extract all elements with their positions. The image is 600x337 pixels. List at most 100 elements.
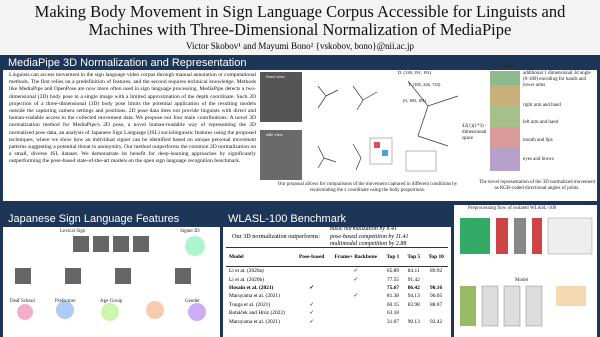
claim: pose-based competition by 11.41 — [330, 233, 409, 240]
preprocessing-figure — [460, 217, 593, 327]
section-heading: WLASL-100 Benchmark — [228, 213, 346, 225]
table-cell: Maruyama et al. (2021) — [229, 293, 280, 300]
table-cell: 89.92 — [430, 268, 443, 275]
figure-label: Deaf School — [10, 299, 35, 304]
table-cell — [329, 309, 383, 317]
band — [490, 105, 520, 127]
table-cell: 96.05 — [430, 293, 443, 300]
table-cell — [403, 309, 424, 317]
block — [514, 218, 526, 254]
table-cell: 84.11 — [407, 268, 420, 275]
block — [481, 285, 499, 327]
figure-label: 42(1)(1*3) - dimensional space — [462, 124, 487, 141]
scatter-clusters — [17, 236, 206, 321]
table-cell: ✓ — [309, 301, 314, 308]
figure-label: left arm and hand — [523, 120, 559, 125]
caption: The novel representation of the 3D norma… — [479, 180, 595, 191]
figure-normalization: front view side view D. (138, 191, 191) … — [260, 70, 459, 180]
table-cell — [329, 284, 383, 292]
column-header: Frame+ Backbone — [329, 247, 383, 267]
figure-label: side view — [266, 132, 284, 137]
table-cell: ✓ — [309, 310, 314, 317]
table-cell — [294, 267, 329, 276]
table-cell — [424, 275, 448, 283]
column-header: Model — [226, 247, 295, 267]
claims: basic normalization by 8.41 pose-based co… — [330, 226, 409, 249]
table-row: Hosain et al. (2021) ✓ 75.67 86.42 90.16 — [226, 284, 448, 292]
figure-label: Gender — [185, 299, 200, 304]
authors: Victor Skobov¹ and Mayumi Bono² {vskobov… — [186, 41, 414, 51]
column-header: Pose-based — [294, 247, 330, 267]
table-cell: 94.13 — [407, 293, 420, 300]
table-cell — [424, 309, 448, 317]
intro: Our 3D normalization outperforms: — [232, 233, 321, 240]
figure-label: Lexical Sign — [60, 229, 86, 234]
block — [503, 285, 521, 327]
block — [556, 286, 586, 306]
photo — [260, 72, 302, 122]
table-row: Tunga et al. (2021) ✓ 60.15 83.98 88.67 — [226, 301, 448, 309]
block — [460, 218, 490, 254]
figure-label: additional 1 dimensional 3d angle (0-180… — [523, 71, 591, 88]
results-table: Model Pose-based Frame+ Backbone Top 1 Top 5… — [226, 247, 448, 326]
table-cell: 90.16 — [430, 284, 443, 291]
table-cell: 92.42 — [430, 318, 443, 325]
section-heading: MediaPipe 3D Normalization and Represent… — [8, 57, 247, 69]
caption: Our proposal allows for comparisons of t… — [277, 182, 458, 193]
section-heading: Japanese Sign Language Features — [8, 213, 180, 225]
figure-label: Prefecture — [55, 299, 76, 304]
figure-label: D. (138, 191, 191) — [398, 70, 432, 76]
figure-label: mouth and lips — [523, 138, 553, 143]
table-cell: 86.42 — [407, 284, 420, 291]
claim: basic normalization by 8.41 — [330, 226, 397, 232]
header-row: Model Pose-based Frame+ Backbone Top 1 Top 5… — [226, 247, 448, 267]
column-header: Top 5 — [403, 247, 425, 267]
band — [490, 127, 520, 147]
title-line: Machines with Three-Dimensional Normaliz… — [88, 20, 512, 39]
table-cell: ✓ — [353, 268, 359, 275]
table-cell: 63.18 — [386, 310, 400, 317]
table-cell — [294, 292, 329, 300]
table-cell: ✓ — [353, 293, 359, 300]
table-row: Boháček and Hrúz (2022) ✓ 63.18 — [226, 309, 448, 317]
caption: Preprocessing flow of isolated WLASL-100 — [468, 206, 557, 211]
pose-sketches — [317, 80, 459, 172]
table-cell: 60.15 — [386, 301, 400, 308]
block — [460, 286, 476, 326]
table-cell: Hosain et al. (2021) — [229, 284, 274, 291]
table-cell: 75.67 — [386, 284, 400, 291]
table-cell: 91.42 — [407, 276, 420, 283]
band — [490, 71, 520, 85]
rgb-representation — [490, 71, 520, 171]
table-cell: 77.55 — [386, 276, 400, 283]
table-row: Li et al. (2020b) ✓ 77.55 91.42 — [226, 275, 448, 283]
swatch — [382, 150, 388, 156]
table-cell: Maruyama et al. (2021) — [229, 318, 280, 325]
table-cell: Li et al. (2020a) — [229, 268, 264, 275]
title-line: Making Body Movement in Sign Language Co… — [34, 2, 566, 21]
photos — [15, 236, 191, 284]
photo — [260, 130, 302, 180]
block — [547, 217, 593, 255]
table-cell: 81.38 — [386, 293, 400, 300]
table-cell: 90.13 — [407, 318, 420, 325]
swatch — [374, 142, 380, 148]
table-cell: 31.07 — [386, 318, 400, 325]
band — [490, 147, 520, 171]
figure-label: Age Group — [100, 299, 123, 304]
figure-label: frames — [500, 64, 514, 69]
header — [0, 0, 600, 55]
block — [532, 218, 542, 254]
table-cell: Li et al. (2020b) — [229, 276, 265, 283]
table-cell: 88.67 — [430, 301, 443, 308]
panel — [223, 227, 451, 337]
figure-label: eyes and brows — [523, 157, 554, 162]
claim: multimodal competition by 2.88 — [330, 241, 407, 247]
table-row: Li et al. (2020a) ✓ 65.89 84.11 89.92 — [226, 267, 448, 276]
figure-label: right arm and hand — [523, 103, 561, 108]
table-row: Maruyama et al. (2021) ✓ 81.38 94.13 96.05 — [226, 292, 448, 300]
table-cell: 65.89 — [386, 268, 400, 275]
features-figure — [15, 236, 206, 321]
table-cell: ✓ — [309, 284, 314, 291]
